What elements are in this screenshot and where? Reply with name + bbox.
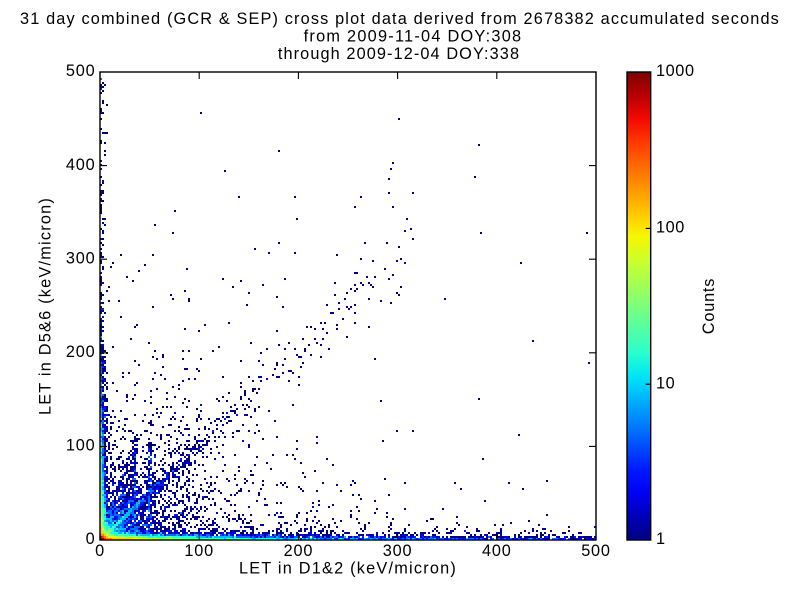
svg-text:200: 200 bbox=[66, 343, 96, 361]
svg-text:0: 0 bbox=[86, 530, 96, 548]
svg-text:LET in D5&6 (keV/micron): LET in D5&6 (keV/micron) bbox=[37, 197, 55, 415]
svg-text:1000: 1000 bbox=[656, 62, 695, 80]
svg-text:500: 500 bbox=[66, 62, 96, 80]
svg-text:100: 100 bbox=[66, 437, 96, 455]
svg-text:10: 10 bbox=[656, 374, 675, 392]
svg-text:0: 0 bbox=[95, 542, 105, 560]
svg-text:Counts: Counts bbox=[700, 278, 718, 334]
svg-text:500: 500 bbox=[581, 542, 611, 560]
svg-text:100: 100 bbox=[656, 219, 685, 237]
svg-text:from 2009-11-04 DOY:308: from 2009-11-04 DOY:308 bbox=[304, 28, 523, 46]
svg-text:400: 400 bbox=[66, 156, 96, 174]
svg-text:1: 1 bbox=[656, 530, 666, 548]
svg-text:through 2009-12-04 DOY:338: through 2009-12-04 DOY:338 bbox=[278, 45, 520, 63]
svg-text:300: 300 bbox=[66, 249, 96, 267]
svg-text:300: 300 bbox=[383, 542, 413, 560]
svg-text:31 day combined (GCR & SEP) cr: 31 day combined (GCR & SEP) cross plot d… bbox=[20, 10, 780, 28]
svg-text:LET in D1&2 (keV/micron): LET in D1&2 (keV/micron) bbox=[239, 559, 457, 577]
svg-text:400: 400 bbox=[482, 542, 512, 560]
svg-text:200: 200 bbox=[284, 542, 314, 560]
svg-text:100: 100 bbox=[184, 542, 214, 560]
